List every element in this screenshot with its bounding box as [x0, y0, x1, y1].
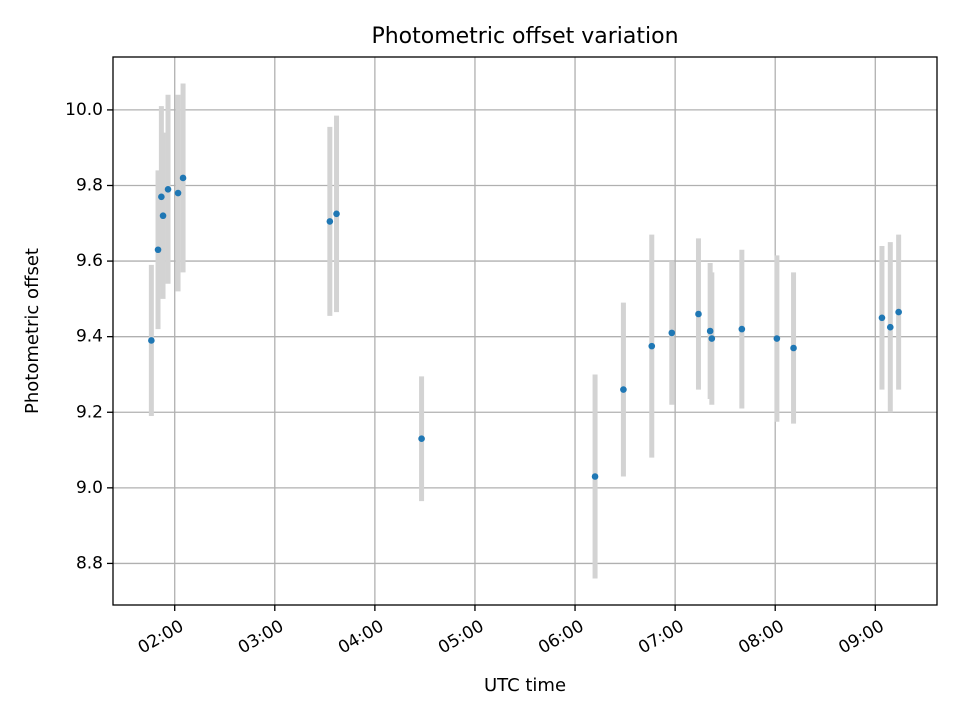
y-tick-label: 9.8	[76, 175, 103, 195]
data-point	[773, 335, 781, 342]
x-axis-label: UTC time	[484, 675, 566, 696]
y-tick-label: 9.0	[76, 478, 103, 498]
data-point	[695, 310, 702, 318]
y-tick-label: 10.0	[65, 100, 103, 120]
y-axis-label: Photometric offset	[22, 248, 43, 414]
chart-title: Photometric offset variation	[371, 24, 678, 49]
y-tick-label: 9.6	[76, 251, 103, 271]
data-point	[895, 308, 902, 316]
data-point	[148, 337, 155, 344]
y-tick-label: 9.2	[76, 402, 103, 422]
data-point	[333, 210, 340, 218]
data-point	[179, 174, 187, 182]
data-point	[738, 325, 746, 333]
data-point	[591, 473, 599, 480]
data-point	[708, 335, 716, 342]
data-point	[668, 329, 676, 337]
data-points	[148, 174, 902, 480]
data-point	[326, 218, 334, 225]
data-point	[164, 185, 172, 193]
data-point	[620, 386, 627, 393]
data-point	[174, 189, 182, 197]
plot-frame	[112, 56, 938, 606]
grid	[113, 57, 937, 605]
data-point	[878, 314, 886, 322]
data-point	[886, 323, 894, 331]
data-point	[159, 212, 167, 220]
data-point	[648, 342, 656, 350]
data-point	[154, 246, 162, 254]
data-point	[418, 435, 425, 443]
y-tick-label: 9.4	[76, 327, 103, 347]
y-tick-label: 8.8	[76, 553, 103, 573]
data-point	[706, 327, 714, 335]
data-point	[158, 193, 165, 201]
data-point	[790, 344, 797, 352]
